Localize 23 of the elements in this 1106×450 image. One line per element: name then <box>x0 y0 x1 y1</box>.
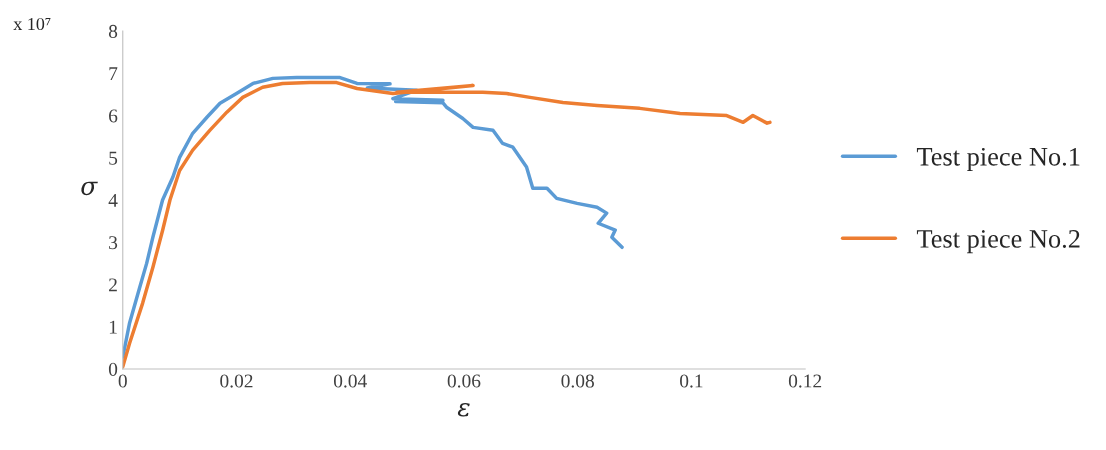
y-tick-label: 8 <box>108 24 118 38</box>
legend-label: Test piece No.1 <box>916 147 1080 171</box>
x-tick-label: 0.12 <box>788 374 822 388</box>
x-tick-label: 0.06 <box>447 374 481 388</box>
y-tick-label: 0 <box>108 362 118 376</box>
x-tick-label: 0.02 <box>220 374 253 388</box>
y-tick-label: 7 <box>109 67 118 81</box>
line-series <box>122 80 772 369</box>
line-series <box>122 75 624 359</box>
x-axis-title: ε <box>457 402 470 417</box>
x-tick-label: 0.04 <box>333 374 367 388</box>
x-tick-label: 0.1 <box>680 374 703 388</box>
y-tick-label: 2 <box>109 278 117 292</box>
x-tick-label: 0 <box>118 374 127 388</box>
y-tick-label: 1 <box>109 320 117 334</box>
y-tick-label: 5 <box>109 151 118 165</box>
y-axis-title: σ <box>81 181 98 196</box>
legend-label: Test piece No.2 <box>916 230 1080 254</box>
text: x 10⁷ <box>13 17 51 31</box>
y-tick-label: 4 <box>108 193 118 207</box>
y-tick-label: 6 <box>109 109 118 123</box>
y-tick-label: 3 <box>109 236 118 250</box>
x-tick-label: 0.08 <box>561 374 594 388</box>
